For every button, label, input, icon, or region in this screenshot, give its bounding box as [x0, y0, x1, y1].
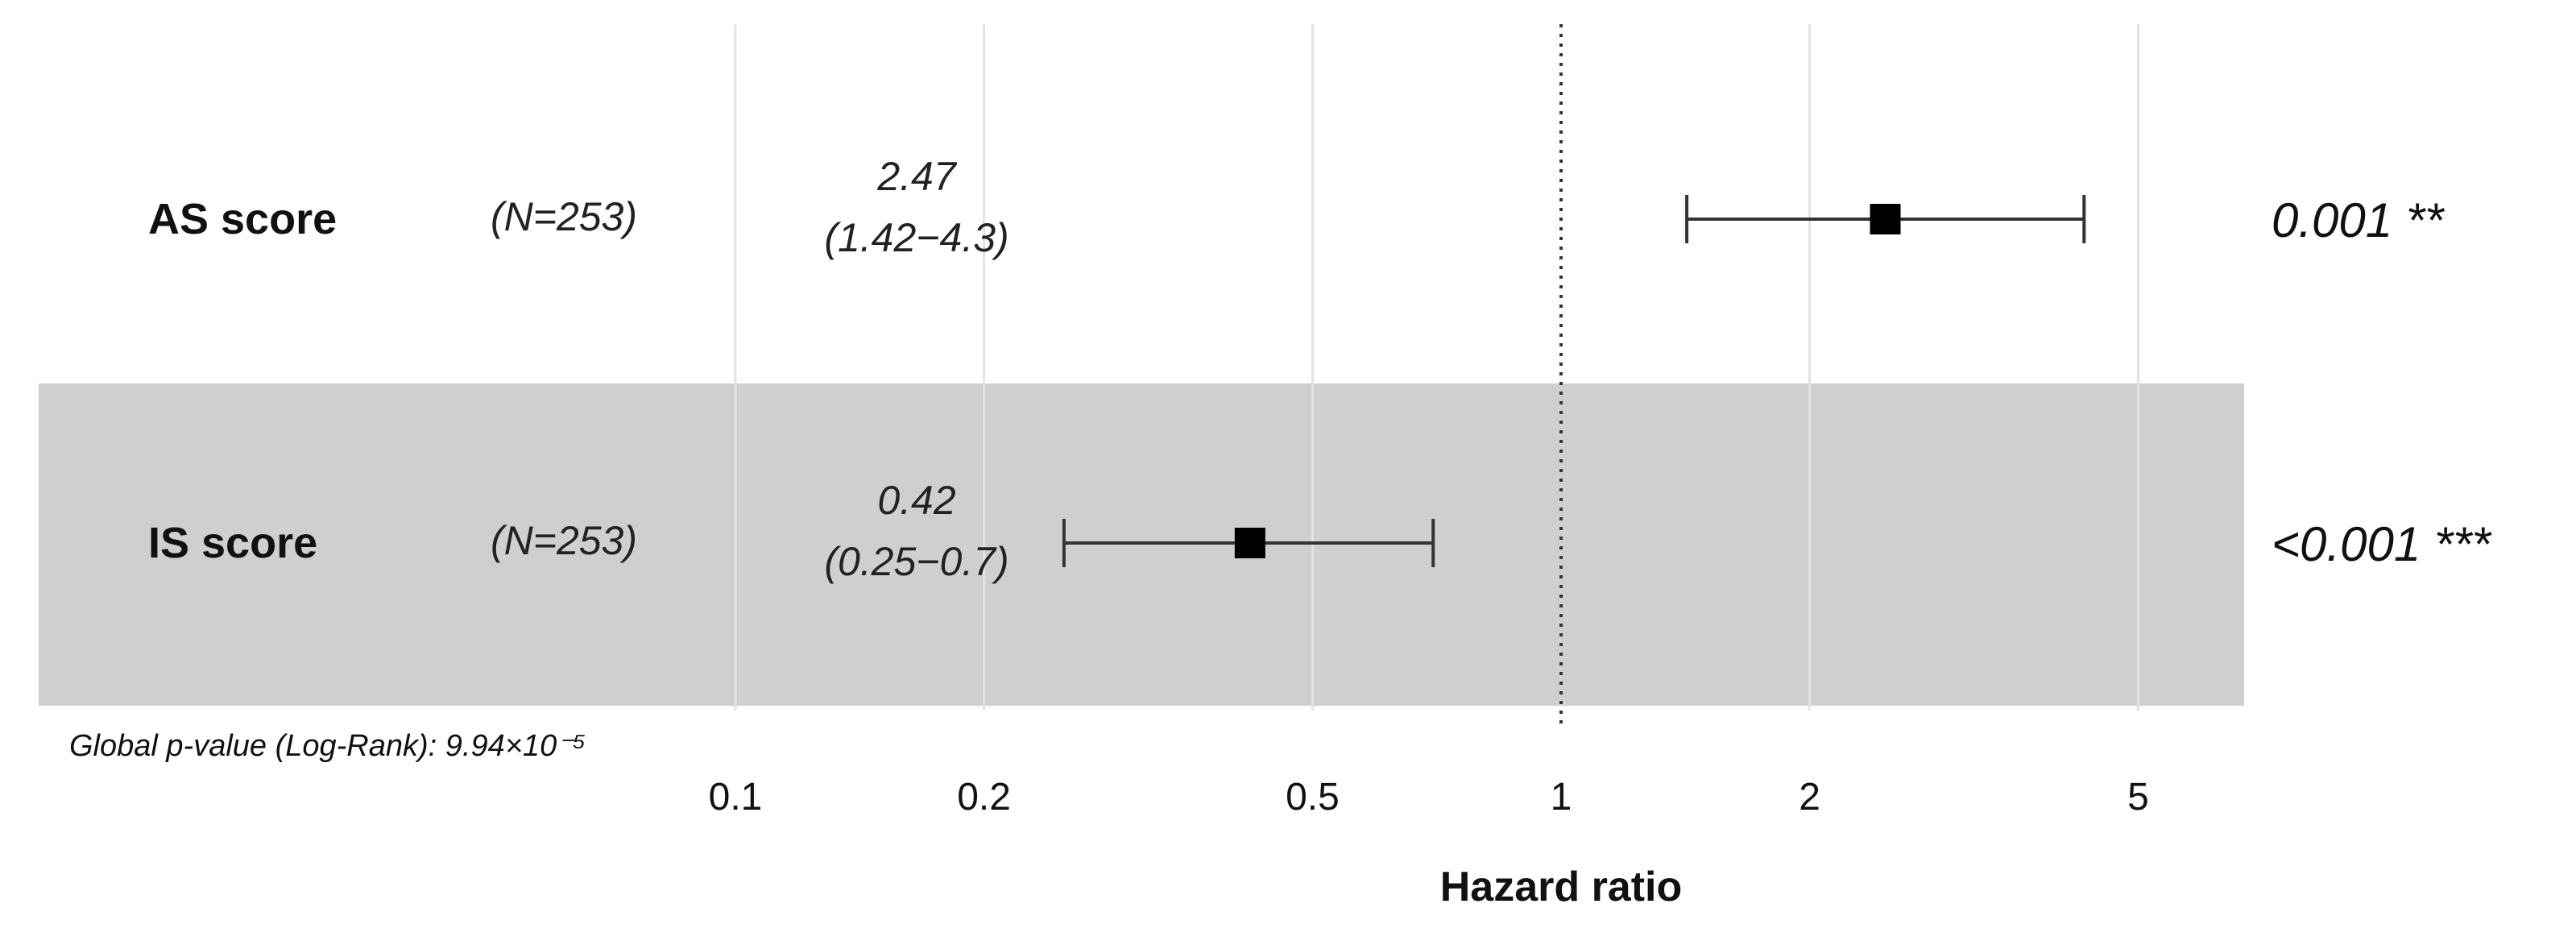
row-label: IS score — [148, 519, 317, 567]
row-ci-label: (0.25−0.7) — [824, 539, 1008, 584]
forest-row: IS score (N=253) 0.42 (0.25−0.7) <0.001 *** — [148, 478, 2492, 584]
x-tick-label: 0.5 — [1286, 776, 1340, 819]
row-n-label: (N=253) — [491, 518, 637, 563]
row-hr-label: 0.42 — [877, 478, 956, 523]
row-p-label: <0.001 *** — [2272, 517, 2492, 571]
x-tick-label: 0.1 — [709, 776, 763, 819]
row-label: AS score — [148, 195, 337, 243]
hr-point — [1870, 204, 1901, 234]
x-tick-label: 5 — [2127, 776, 2149, 819]
row-p-label: 0.001 ** — [2272, 193, 2445, 247]
row-hr-label: 2.47 — [876, 154, 958, 199]
x-axis-label: Hazard ratio — [1440, 864, 1683, 910]
grid-lines — [734, 24, 2139, 711]
footnote: Global p-value (Log-Rank): 9.94×10⁻⁵ — [69, 729, 586, 763]
row-n-label: (N=253) — [491, 194, 637, 239]
x-tick-label: 2 — [1799, 776, 1820, 819]
rows: AS score (N=253) 2.47 (1.42−4.3) 0.001 ** IS … — [148, 154, 2492, 584]
hr-point — [1234, 528, 1265, 558]
row-ci-label: (1.42−4.3) — [824, 215, 1008, 260]
x-tick-label: 1 — [1551, 776, 1572, 819]
x-axis-ticks: 0.1 0.2 0.5 1 2 5 — [709, 776, 2149, 819]
forest-row: AS score (N=253) 2.47 (1.42−4.3) 0.001 ** — [148, 154, 2445, 260]
x-tick-label: 0.2 — [957, 776, 1011, 819]
